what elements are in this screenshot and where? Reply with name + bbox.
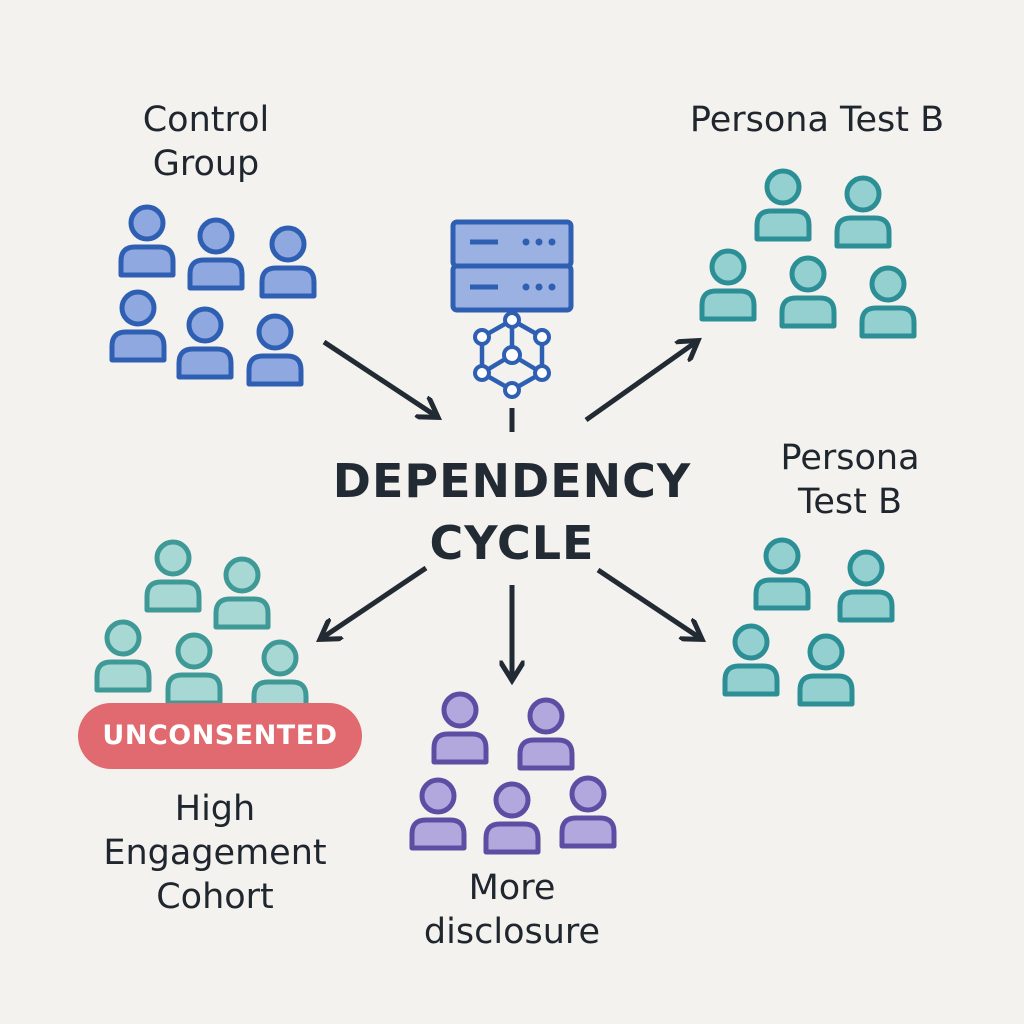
more-disclosure-members — [409, 691, 617, 855]
disclosure-person-icon — [483, 781, 541, 855]
persona-right-person-icon — [797, 633, 855, 707]
high-engagement-person-icon — [251, 639, 309, 713]
control-person-icon — [176, 306, 234, 380]
high-engagement-person-icon — [94, 619, 152, 693]
persona-test-b-top-members — [699, 168, 917, 339]
persona-test-b-right-label: Persona Test B — [780, 438, 920, 522]
high-engagement-person-icon — [213, 556, 271, 630]
control-person-icon — [259, 225, 317, 299]
arrow-center-to-persona-right — [596, 567, 700, 638]
disclosure-person-icon — [559, 775, 617, 849]
persona-top-person-icon — [699, 248, 757, 322]
arrow-center-to-persona-top — [584, 342, 696, 423]
control-person-icon — [246, 313, 304, 387]
high-engagement-person-icon — [165, 632, 223, 706]
control-person-icon — [118, 204, 176, 278]
control-group-label: Control Group — [142, 100, 270, 184]
control-person-icon — [187, 217, 245, 291]
dependency-cycle-label: DEPENDENCY CYCLE — [332, 454, 692, 570]
unconsented-badge: UNCONSENTED — [78, 703, 362, 769]
high-engagement-person-icon — [144, 539, 202, 613]
persona-top-person-icon — [859, 265, 917, 339]
persona-right-person-icon — [722, 623, 780, 697]
persona-right-person-icon — [837, 549, 895, 623]
disclosure-person-icon — [431, 691, 489, 765]
disclosure-person-icon — [517, 697, 575, 771]
high-engagement-cohort-label: High Engagement Cohort — [103, 789, 327, 917]
arrow-control-to-center — [322, 339, 436, 416]
control-person-icon — [109, 289, 167, 363]
persona-test-b-top-label: Persona Test B — [689, 100, 945, 140]
high-engagement-cohort-members — [94, 539, 309, 713]
persona-top-person-icon — [779, 255, 837, 329]
persona-top-person-icon — [834, 175, 892, 249]
persona-right-person-icon — [753, 537, 811, 611]
persona-top-person-icon — [754, 168, 812, 242]
persona-test-b-right-members — [722, 537, 895, 707]
arrow-center-to-high-engagement — [322, 565, 428, 638]
disclosure-person-icon — [409, 777, 467, 851]
more-disclosure-label-text: More disclosure — [423, 868, 601, 952]
server-network-icon — [450, 219, 574, 399]
control-group-members — [109, 204, 317, 387]
